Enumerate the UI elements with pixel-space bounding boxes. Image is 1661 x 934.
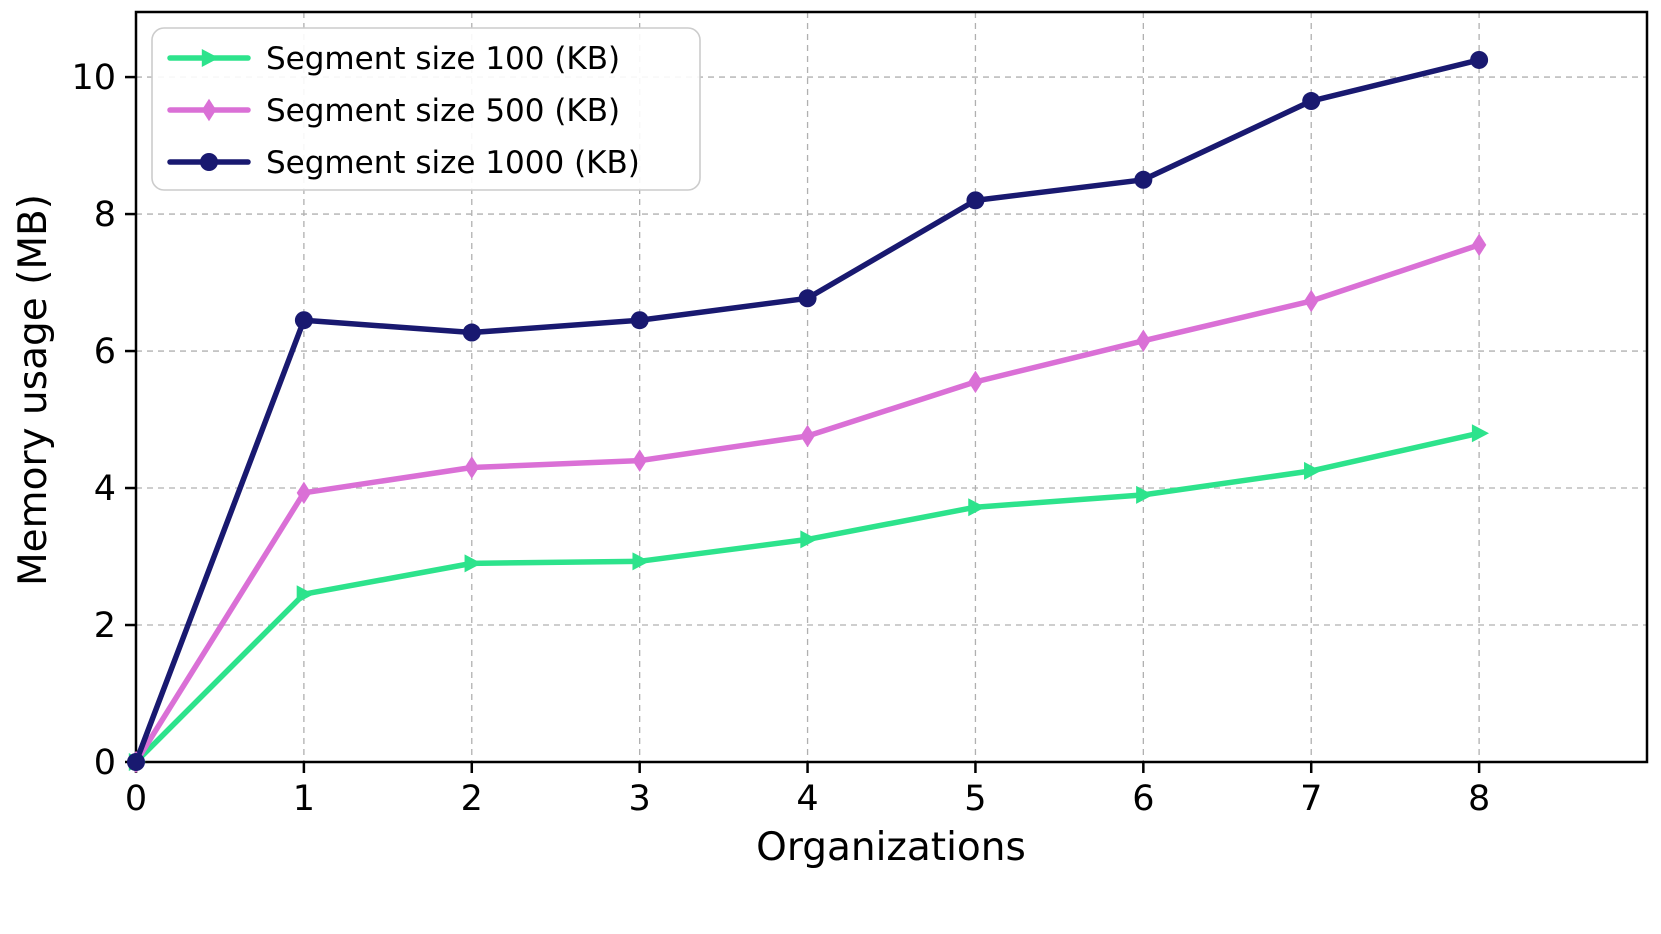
- x-tick-label: 0: [125, 779, 147, 819]
- y-tick-label: 8: [94, 195, 116, 235]
- diamond-marker: [1304, 289, 1319, 313]
- circle-marker: [1134, 170, 1153, 189]
- diamond-marker: [464, 456, 479, 479]
- legend-label: Segment size 500 (KB): [266, 93, 620, 129]
- y-tick-label: 4: [94, 469, 116, 509]
- y-tick-label: 2: [94, 606, 116, 646]
- y-tick-label: 6: [94, 332, 116, 372]
- circle-marker: [200, 153, 218, 171]
- circle-marker: [966, 191, 985, 210]
- legend-box: [151, 27, 701, 191]
- triangle-right-marker: [968, 498, 986, 517]
- diamond-marker: [1136, 329, 1151, 353]
- diamond-marker: [296, 481, 312, 505]
- circle-marker: [630, 311, 649, 330]
- x-tick-label: 5: [964, 779, 986, 819]
- x-tick-label: 1: [293, 779, 315, 819]
- legend-label: Segment size 1000 (KB): [266, 145, 640, 181]
- triangle-right-marker: [1136, 485, 1154, 504]
- diamond-marker: [968, 370, 983, 394]
- triangle-right-marker: [296, 585, 314, 604]
- plot-border: [134, 10, 1649, 764]
- diamond-marker: [800, 424, 815, 448]
- series-markers: [127, 50, 1490, 774]
- y-axis-label: Memory usage (MB): [11, 194, 56, 586]
- circle-marker: [1302, 92, 1321, 111]
- y-tick-label: 10: [71, 58, 116, 98]
- x-tick-label: 6: [1132, 779, 1154, 819]
- x-axis-label: Organizations: [756, 825, 1026, 870]
- triangle-right-marker: [632, 552, 650, 571]
- tick-labels: 0 1 2 3 4 5 6 7 8 0 2 4 6 8 10: [71, 58, 1490, 819]
- circle-marker: [127, 753, 145, 771]
- x-tick-label: 7: [1300, 779, 1322, 819]
- diamond-marker: [632, 449, 647, 472]
- x-tick-label: 3: [629, 779, 651, 819]
- legend-label: Segment size 100 (KB): [266, 41, 620, 77]
- circle-marker: [798, 289, 817, 308]
- circle-marker: [1470, 50, 1489, 69]
- y-tick-label: 0: [94, 743, 116, 783]
- triangle-right-marker: [1304, 461, 1322, 480]
- x-tick-label: 2: [461, 779, 483, 819]
- diamond-marker: [1471, 233, 1487, 257]
- x-tick-label: 4: [796, 779, 818, 819]
- x-tick-label: 8: [1468, 779, 1490, 819]
- circle-marker: [462, 323, 481, 342]
- triangle-right-marker: [1471, 424, 1490, 443]
- diamond-marker: [201, 98, 217, 122]
- circle-marker: [294, 311, 313, 330]
- legend: Segment size 100 (KB) Segment size 500 (K…: [151, 27, 701, 191]
- triangle-right-marker: [800, 530, 818, 549]
- triangle-right-marker: [464, 554, 482, 573]
- triangle-right-marker: [201, 49, 219, 67]
- axes-box: [134, 10, 1649, 764]
